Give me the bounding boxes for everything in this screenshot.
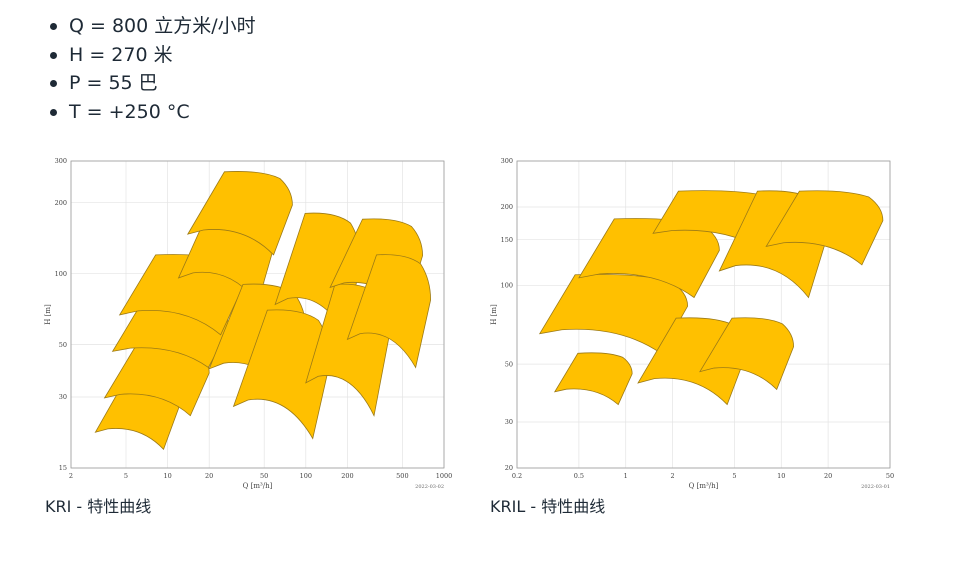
kri-y-tick-label: 200 xyxy=(55,199,67,207)
kril-x-axis-label: Q [m³/h] xyxy=(689,482,719,490)
kri-x-tick-label: 50 xyxy=(260,472,268,480)
kri-x-tick-label: 5 xyxy=(124,472,128,480)
kril-x-tick-label: 2 xyxy=(670,472,674,480)
kri-date-label: 2022-03-02 xyxy=(415,484,444,490)
kril-x-tick-label: 0.5 xyxy=(574,472,584,480)
kril-date-label: 2022-03-01 xyxy=(861,484,890,490)
kri-chart-caption: KRI - 特性曲线 xyxy=(45,497,152,516)
kril-x-tick-label: 0.2 xyxy=(512,472,522,480)
kri-regions xyxy=(94,171,432,451)
kril-region-3 xyxy=(578,218,720,299)
kri-y-tick-label: 300 xyxy=(55,157,67,165)
kril-characteristic-chart: 0.2 0.5 1 2 5 10 20 50 20 30 50 100 150 200 300 Q [m³/h… xyxy=(486,152,906,492)
kri-x-tick-label: 10 xyxy=(163,472,171,480)
kril-plot-frame xyxy=(516,160,891,469)
kril-y-tick-label: 200 xyxy=(501,203,513,211)
kri-x-tick-label: 500 xyxy=(396,472,408,480)
kril-y-tick-label: 300 xyxy=(501,157,513,165)
kril-x-tick-label: 50 xyxy=(886,472,894,480)
kril-region-1 xyxy=(553,352,633,406)
kri-plot-frame xyxy=(70,160,445,469)
kri-y-tick-label: 50 xyxy=(59,341,67,349)
kri-x-tick-label: 200 xyxy=(341,472,353,480)
kri-y-tick-label: 15 xyxy=(59,464,67,472)
kril-chart-svg: 0.2 0.5 1 2 5 10 20 50 20 30 50 100 150 200 300 Q [m³/h… xyxy=(490,157,894,490)
kril-x-tick-label: 10 xyxy=(777,472,785,480)
kril-y-axis-label: H [m] xyxy=(490,304,498,325)
spec-flow: Q = 800 立方米/小时 xyxy=(50,12,256,41)
kri-x-tick-label: 100 xyxy=(300,472,312,480)
kri-region-6 xyxy=(186,171,293,256)
spec-temperature: T = +250 °C xyxy=(50,98,256,127)
kri-x-tick-label: 2 xyxy=(69,472,73,480)
kril-chart-caption: KRIL - 特性曲线 xyxy=(490,497,606,516)
spec-head: H = 270 米 xyxy=(50,41,256,70)
kri-x-axis-label: Q [m³/h] xyxy=(243,482,273,490)
kri-chart-svg: 2 5 10 20 50 100 200 500 1000 15 30 50 100 200 300 Q [m… xyxy=(44,157,453,490)
kril-region-6 xyxy=(699,317,794,391)
kril-x-tick-label: 5 xyxy=(732,472,736,480)
kril-y-tick-label: 150 xyxy=(501,236,513,244)
spec-pressure: P = 55 巴 xyxy=(50,69,256,98)
kri-region-12 xyxy=(346,254,432,369)
kril-y-tick-label: 20 xyxy=(505,464,513,472)
kril-region-2 xyxy=(538,273,689,354)
kril-x-tick-label: 1 xyxy=(624,472,628,480)
kri-y-tick-label: 30 xyxy=(59,393,67,401)
kril-regions xyxy=(538,190,884,406)
kril-region-8 xyxy=(765,190,884,266)
kri-y-axis-label: H [m] xyxy=(44,304,52,325)
kril-x-tick-label: 20 xyxy=(824,472,832,480)
kri-characteristic-chart: 2 5 10 20 50 100 200 500 1000 15 30 50 100 200 300 Q [m… xyxy=(40,152,460,492)
kril-y-tick-label: 100 xyxy=(501,282,513,290)
kril-y-tick-label: 50 xyxy=(505,360,513,368)
kri-x-tick-label: 1000 xyxy=(436,472,453,480)
spec-list: Q = 800 立方米/小时 H = 270 米 P = 55 巴 T = +2… xyxy=(50,12,256,126)
kri-x-tick-label: 20 xyxy=(205,472,213,480)
kri-y-tick-label: 100 xyxy=(55,270,67,278)
kril-y-tick-label: 30 xyxy=(505,418,513,426)
